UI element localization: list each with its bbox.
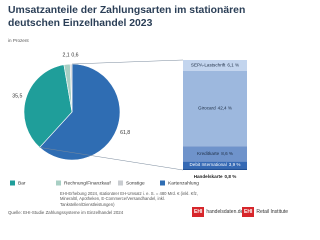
segment-value: 0,8 % — [225, 174, 237, 179]
legend-swatch — [56, 180, 61, 186]
bar-segment — [183, 60, 247, 71]
page: {"chart_data": { "type": "pie", "title":… — [8, 5, 289, 217]
source: Quelle: EHI-Studie Zahlungssysteme im Ei… — [8, 210, 124, 215]
legend-swatch — [10, 180, 15, 186]
notes: EHI-Erhebung 2024, stationärer EH-Umsatz… — [60, 191, 198, 207]
slice-label: 2,1 — [62, 53, 69, 59]
segment-name: Debit International — [189, 162, 226, 167]
segment-name: Girocard — [198, 106, 216, 111]
logo-mark: EHI — [242, 206, 255, 217]
legend-swatch — [118, 180, 123, 186]
segment-label: Handelskarte 0,8 % — [194, 174, 237, 179]
logo: EHI handelsdaten.de — [192, 206, 243, 217]
segment-value: 8,6 % — [221, 151, 233, 156]
chart-subtitle: in Prozent — [8, 38, 29, 43]
segment-value: 42,4 % — [218, 106, 232, 111]
segment-name: SEPA-Lastschrift — [191, 63, 226, 68]
logo: EHI Retail Institute — [242, 206, 288, 217]
segment-label: SEPA-Lastschrift 6,1 % — [191, 63, 239, 68]
pie-slice — [69, 63, 73, 113]
segment-value: 6,1 % — [227, 63, 239, 68]
legend-label: Kartenzahlung — [168, 181, 199, 187]
legend-label: Rechnung/Finanzkauf — [64, 181, 111, 187]
segment-label: Girocard 42,4 % — [198, 106, 232, 111]
segment-label: Debit International 3,9 % — [189, 162, 240, 167]
connector — [71, 59, 184, 65]
logo-text: handelsdaten.de — [206, 208, 244, 215]
connector — [39, 147, 184, 171]
logo-text: Retail Institute — [256, 208, 289, 215]
segment-name: Handelskarte — [194, 174, 223, 179]
slice-label: 0,6 — [71, 52, 78, 58]
logo-mark: EHI — [192, 206, 205, 217]
pie-slice — [23, 64, 73, 148]
segment-name: Kreditkarte — [197, 151, 220, 156]
segment-value: 3,9 % — [229, 162, 241, 167]
slice-label: 61,8 — [120, 130, 130, 136]
bar-segment — [183, 146, 247, 162]
chart: 61,8 35,5 2,1 0,6 SEPA-Lastschrift 6,1 % Giroc… — [10, 52, 247, 187]
slice-label: 35,5 — [12, 93, 22, 99]
legend-swatch — [160, 180, 165, 186]
bar-segment — [183, 168, 247, 170]
legend-label: Sonstige — [126, 181, 145, 187]
bar-segment — [183, 70, 247, 147]
chart-title: Umsatzanteile der Zahlungsarten im stati… — [8, 5, 246, 29]
segment-label: Kreditkarte 8,6 % — [197, 151, 233, 156]
bar-segment — [183, 161, 247, 169]
legend-label: Bar — [18, 181, 26, 187]
pie-slice — [39, 63, 121, 161]
